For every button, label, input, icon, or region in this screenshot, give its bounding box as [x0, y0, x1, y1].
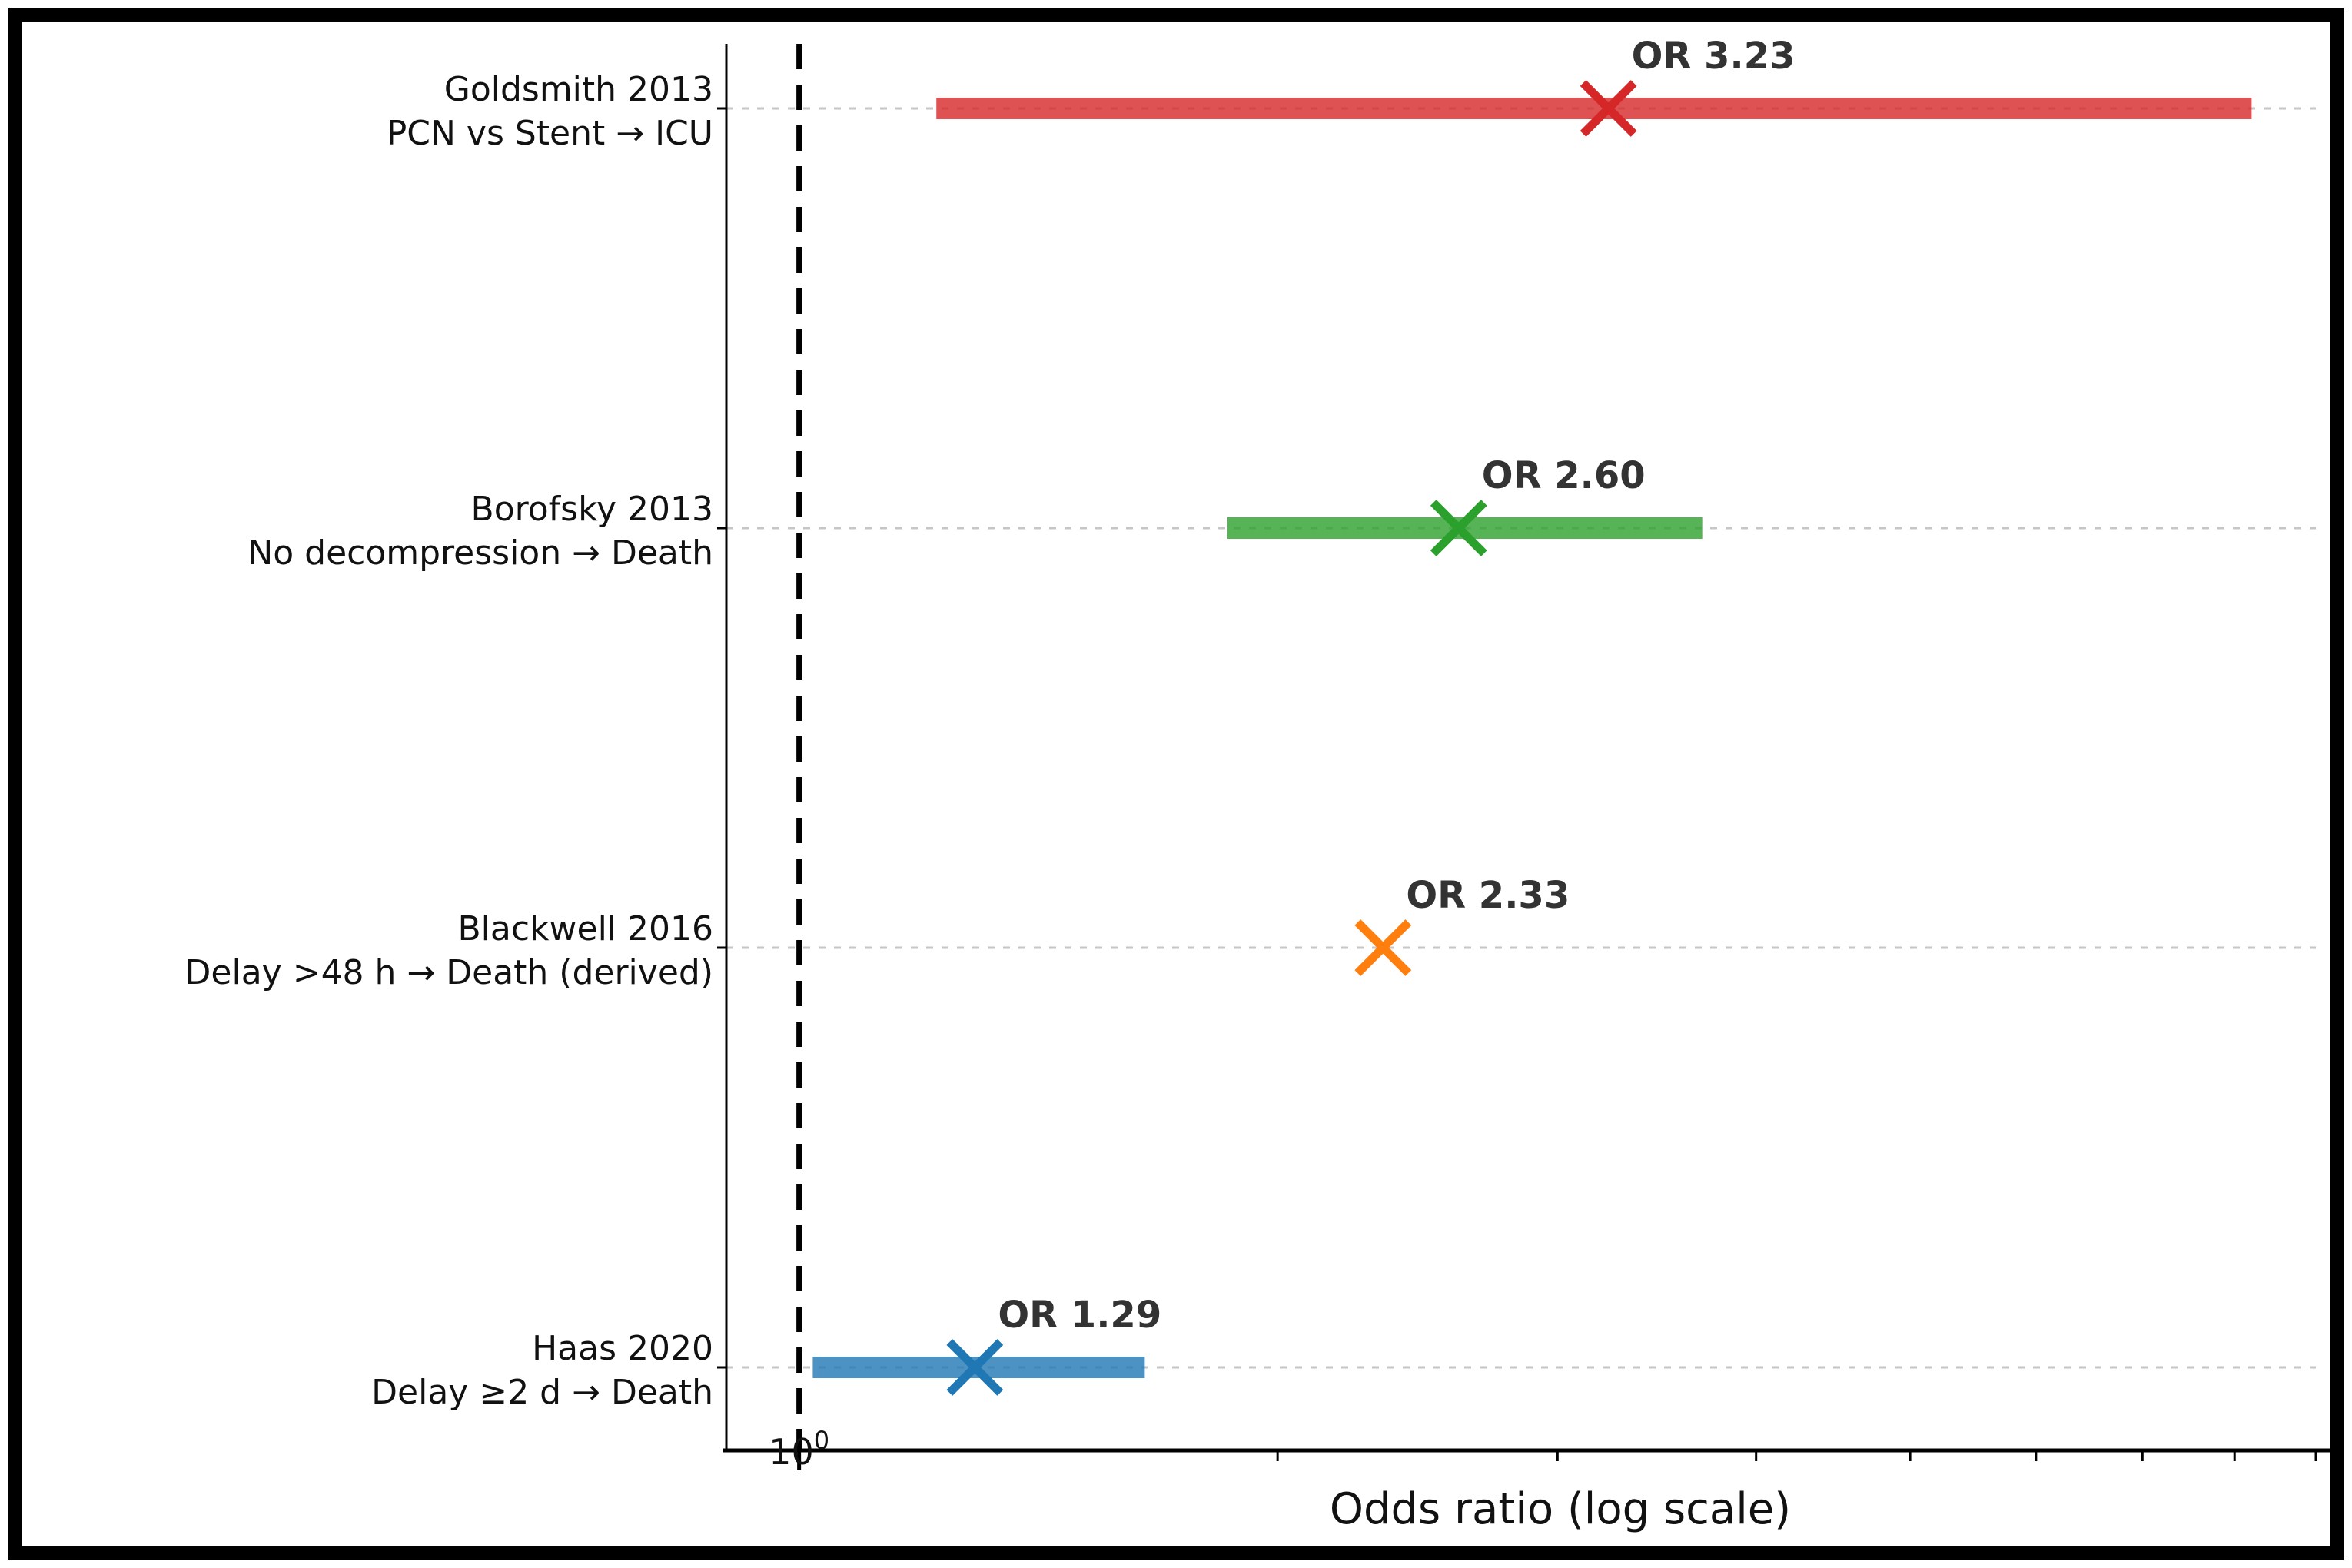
x-tick-label-10-0: 100: [769, 1426, 829, 1473]
study-label-line2: Delay >48 h → Death (derived): [185, 953, 713, 992]
study-label-line1: Haas 2020: [532, 1329, 713, 1368]
study-label-line2: PCN vs Stent → ICU: [387, 114, 713, 153]
or-annotation: OR 2.60: [1482, 454, 1646, 497]
or-markers-layer: [946, 80, 1637, 1396]
or-marker-x: [1430, 500, 1487, 556]
text-layer: Goldsmith 2013 PCN vs Stent → ICU Borofsky…: [185, 35, 1796, 1534]
or-annotation: OR 2.33: [1406, 874, 1570, 917]
or-marker-x: [946, 1339, 1004, 1396]
or-annotation: OR 1.29: [998, 1294, 1161, 1337]
or-marker-x: [1580, 80, 1637, 137]
or-marker-x: [1354, 919, 1412, 976]
x-axis-label: Odds ratio (log scale): [1330, 1484, 1791, 1534]
study-label-line1: Blackwell 2016: [457, 909, 713, 948]
axes-layer: [717, 44, 2341, 1470]
ci-bar: [936, 98, 2252, 119]
study-label-line2: Delay ≥2 d → Death: [371, 1373, 713, 1412]
study-label-line2: No decompression → Death: [247, 533, 713, 573]
figure-border: [8, 8, 2344, 1560]
or-annotation: OR 3.23: [1632, 35, 1796, 78]
tick-label-base: 10: [769, 1431, 814, 1473]
tick-label-exponent: 0: [814, 1426, 829, 1455]
study-label-line1: Borofsky 2013: [471, 490, 713, 529]
study-label-line1: Goldsmith 2013: [444, 70, 713, 109]
